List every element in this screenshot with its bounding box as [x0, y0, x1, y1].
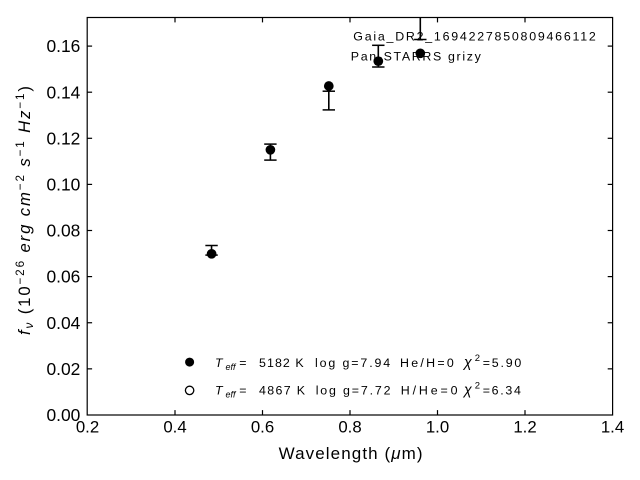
svg-text:4867 K: 4867 K — [259, 384, 306, 398]
svg-text:Pan-STARRS grizy: Pan-STARRS grizy — [351, 50, 482, 64]
svg-text:0.06: 0.06 — [46, 267, 80, 287]
svg-text:fν (10−26 erg cm−2 s−1 Hz−1): fν (10−26 erg cm−2 s−1 Hz−1) — [14, 86, 36, 335]
svg-text:=: = — [239, 356, 246, 370]
svg-text:=: = — [239, 384, 246, 398]
svg-text:0.00: 0.00 — [46, 405, 80, 425]
svg-text:0.12: 0.12 — [46, 128, 80, 148]
svg-text:1.0: 1.0 — [426, 418, 449, 437]
svg-text:T: T — [215, 356, 224, 370]
svg-text:eff: eff — [226, 362, 238, 372]
svg-text:0.08: 0.08 — [46, 221, 80, 241]
svg-text:0.2: 0.2 — [76, 418, 99, 437]
svg-text:5182 K: 5182 K — [259, 356, 304, 370]
svg-text:0.16: 0.16 — [46, 36, 80, 56]
svg-text:2: 2 — [475, 381, 480, 392]
svg-text:0.10: 0.10 — [46, 175, 80, 195]
svg-text:Gaia_DR2_1694227850809466112: Gaia_DR2_1694227850809466112 — [353, 29, 596, 43]
svg-text:0.8: 0.8 — [338, 418, 361, 437]
svg-text:0.04: 0.04 — [46, 313, 80, 333]
svg-text:1.2: 1.2 — [513, 418, 536, 437]
svg-text:χ: χ — [462, 383, 473, 399]
svg-text:=5.90: =5.90 — [483, 356, 522, 370]
svg-text:0.14: 0.14 — [46, 82, 80, 102]
svg-text:log g=7.72: log g=7.72 — [316, 384, 391, 398]
svg-text:He/H=0: He/H=0 — [400, 356, 454, 370]
svg-text:2: 2 — [475, 353, 480, 364]
svg-text:χ: χ — [462, 355, 473, 371]
svg-text:eff: eff — [226, 390, 238, 400]
svg-text:1.4: 1.4 — [601, 418, 624, 437]
svg-text:Wavelength (μm): Wavelength (μm) — [279, 444, 423, 463]
svg-text:0.4: 0.4 — [163, 418, 186, 437]
svg-text:T: T — [215, 384, 224, 398]
svg-text:=6.34: =6.34 — [483, 384, 521, 398]
svg-text:log g=7.94: log g=7.94 — [315, 356, 390, 370]
svg-text:0.6: 0.6 — [251, 418, 274, 437]
svg-text:0.02: 0.02 — [46, 359, 80, 379]
